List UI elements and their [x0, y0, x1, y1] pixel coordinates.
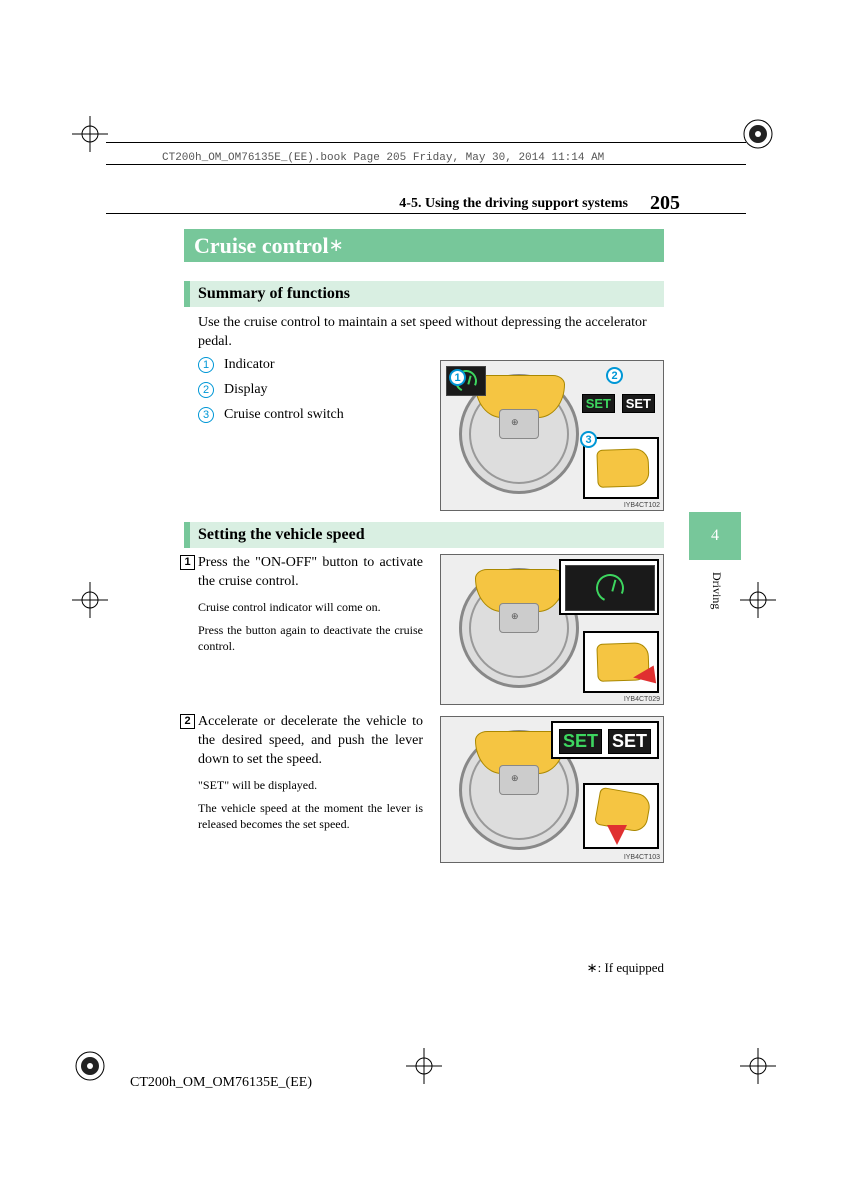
indicator-inset — [559, 559, 659, 615]
crop-mark-br — [740, 1048, 776, 1084]
footnote-marker: ∗ — [587, 960, 598, 975]
chapter-tab-label: Driving — [709, 572, 724, 609]
logo-icon: ⊕ — [511, 611, 519, 622]
set-badge-green: SET — [582, 394, 615, 413]
callout-marker-3: 3 — [580, 431, 597, 448]
set-badge-white: SET — [608, 729, 651, 754]
step-number: 2 — [180, 714, 195, 729]
step-sub-text: Press the button again to deactivate the… — [198, 623, 423, 654]
switch-inset — [583, 631, 659, 693]
set-inset: SET SET — [551, 721, 659, 759]
wheel-hub-icon — [499, 409, 539, 439]
callout-marker-1: 1 — [449, 369, 466, 386]
section-path: 4-5. Using the driving support systems — [399, 196, 628, 212]
indicator-display-icon — [565, 565, 655, 611]
header-meta: CT200h_OM_OM76135E_(EE).book Page 205 Fr… — [162, 152, 604, 164]
wheel-hub-icon — [499, 603, 539, 633]
arrow-down-icon — [607, 825, 627, 845]
subhead-summary: Summary of functions — [184, 281, 664, 307]
logo-icon: ⊕ — [511, 773, 519, 784]
top-rule — [106, 213, 746, 214]
step-sub-text: The vehicle speed at the moment the leve… — [198, 801, 423, 832]
figure-step-1: ⊕ IYB4CT029 — [440, 554, 664, 705]
step-block-2: 2 Accelerate or decelerate the vehicle t… — [198, 713, 423, 832]
figure-code: IYB4CT102 — [624, 502, 660, 509]
footnote: ∗: If equipped — [587, 960, 664, 976]
figure-code: IYB4CT103 — [624, 854, 660, 861]
callout-number: 2 — [198, 382, 214, 398]
callout-marker-2: 2 — [606, 367, 623, 384]
callout-label: Cruise control switch — [224, 406, 344, 425]
crop-mark-ml — [72, 582, 108, 618]
switch-inset — [583, 437, 659, 499]
callout-list: 1 Indicator 2 Display 3 Cruise control s… — [198, 356, 428, 431]
step-main-text: Accelerate or decelerate the vehicle to … — [198, 713, 423, 770]
list-item: 1 Indicator — [198, 356, 428, 375]
page-number: 205 — [650, 192, 680, 215]
callout-number: 3 — [198, 407, 214, 423]
logo-icon: ⊕ — [511, 417, 519, 428]
summary-paragraph: Use the cruise control to maintain a set… — [198, 314, 663, 352]
figure-summary: ⊕ 1 SET SET 2 3 IYB4CT102 — [440, 360, 664, 511]
footer-code: CT200h_OM_OM76135E_(EE) — [130, 1075, 312, 1091]
step-number: 1 — [180, 555, 195, 570]
title-asterisk: ∗ — [329, 235, 344, 256]
list-item: 2 Display — [198, 381, 428, 400]
chapter-tab: 4 — [689, 512, 741, 560]
header-rule-bottom — [106, 164, 746, 165]
wheel-hub-icon — [499, 765, 539, 795]
page-title: Cruise control — [194, 233, 329, 259]
set-badge-white: SET — [622, 394, 655, 413]
cruise-switch-icon — [596, 448, 649, 488]
callout-number: 1 — [198, 357, 214, 373]
header-rule-top — [106, 142, 746, 143]
switch-inset — [583, 783, 659, 849]
arrow-icon — [632, 666, 656, 687]
footnote-text: : If equipped — [598, 960, 664, 975]
crop-mark-tl — [72, 116, 108, 152]
list-item: 3 Cruise control switch — [198, 406, 428, 425]
step-main-text: Press the "ON-OFF" button to activate th… — [198, 554, 423, 592]
step-sub-text: Cruise control indicator will come on. — [198, 600, 423, 616]
crop-mark-mr — [740, 582, 776, 618]
callout-label: Indicator — [224, 356, 275, 375]
crop-mark-bl — [72, 1048, 108, 1084]
callout-label: Display — [224, 381, 268, 400]
crop-mark-tr — [740, 116, 776, 152]
title-bar: Cruise control ∗ — [184, 229, 664, 262]
subhead-setting: Setting the vehicle speed — [184, 522, 664, 548]
figure-step-2: ⊕ SET SET IYB4CT103 — [440, 716, 664, 863]
figure-code: IYB4CT029 — [624, 696, 660, 703]
set-badge-green: SET — [559, 729, 602, 754]
crop-mark-bc — [406, 1048, 442, 1084]
step-block-1: 1 Press the "ON-OFF" button to activate … — [198, 554, 423, 655]
step-sub-text: "SET" will be displayed. — [198, 778, 423, 794]
